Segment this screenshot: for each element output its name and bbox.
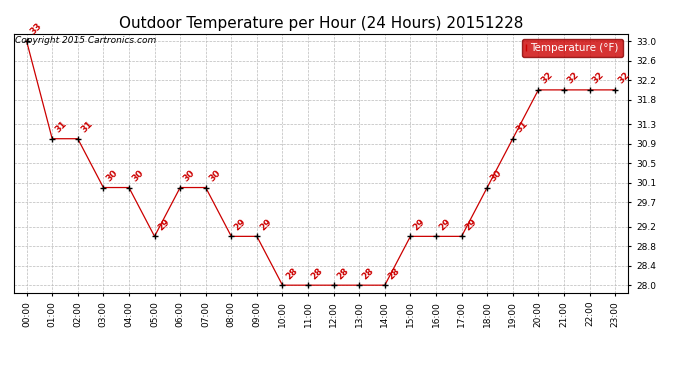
- Text: 32: 32: [565, 70, 580, 86]
- Text: 32: 32: [540, 70, 555, 86]
- Text: Copyright 2015 Cartronics.com: Copyright 2015 Cartronics.com: [15, 36, 156, 45]
- Text: 32: 32: [591, 70, 606, 86]
- Text: 31: 31: [79, 119, 95, 135]
- Text: 29: 29: [258, 217, 273, 232]
- Text: 28: 28: [335, 266, 351, 281]
- Text: 29: 29: [156, 217, 171, 232]
- Text: 33: 33: [28, 22, 43, 37]
- Text: 28: 28: [309, 266, 325, 281]
- Text: 29: 29: [233, 217, 248, 232]
- Text: 32: 32: [616, 70, 632, 86]
- Text: 28: 28: [284, 266, 299, 281]
- Legend: Temperature (°F): Temperature (°F): [522, 39, 622, 57]
- Title: Outdoor Temperature per Hour (24 Hours) 20151228: Outdoor Temperature per Hour (24 Hours) …: [119, 16, 523, 31]
- Text: 31: 31: [54, 119, 69, 135]
- Text: 30: 30: [105, 168, 120, 183]
- Text: 31: 31: [514, 119, 529, 135]
- Text: 30: 30: [181, 168, 197, 183]
- Text: 29: 29: [463, 217, 478, 232]
- Text: 30: 30: [489, 168, 504, 183]
- Text: 28: 28: [361, 266, 376, 281]
- Text: 30: 30: [207, 168, 222, 183]
- Text: 30: 30: [130, 168, 146, 183]
- Text: 28: 28: [386, 266, 402, 281]
- Text: 29: 29: [437, 217, 453, 232]
- Text: 29: 29: [412, 217, 427, 232]
